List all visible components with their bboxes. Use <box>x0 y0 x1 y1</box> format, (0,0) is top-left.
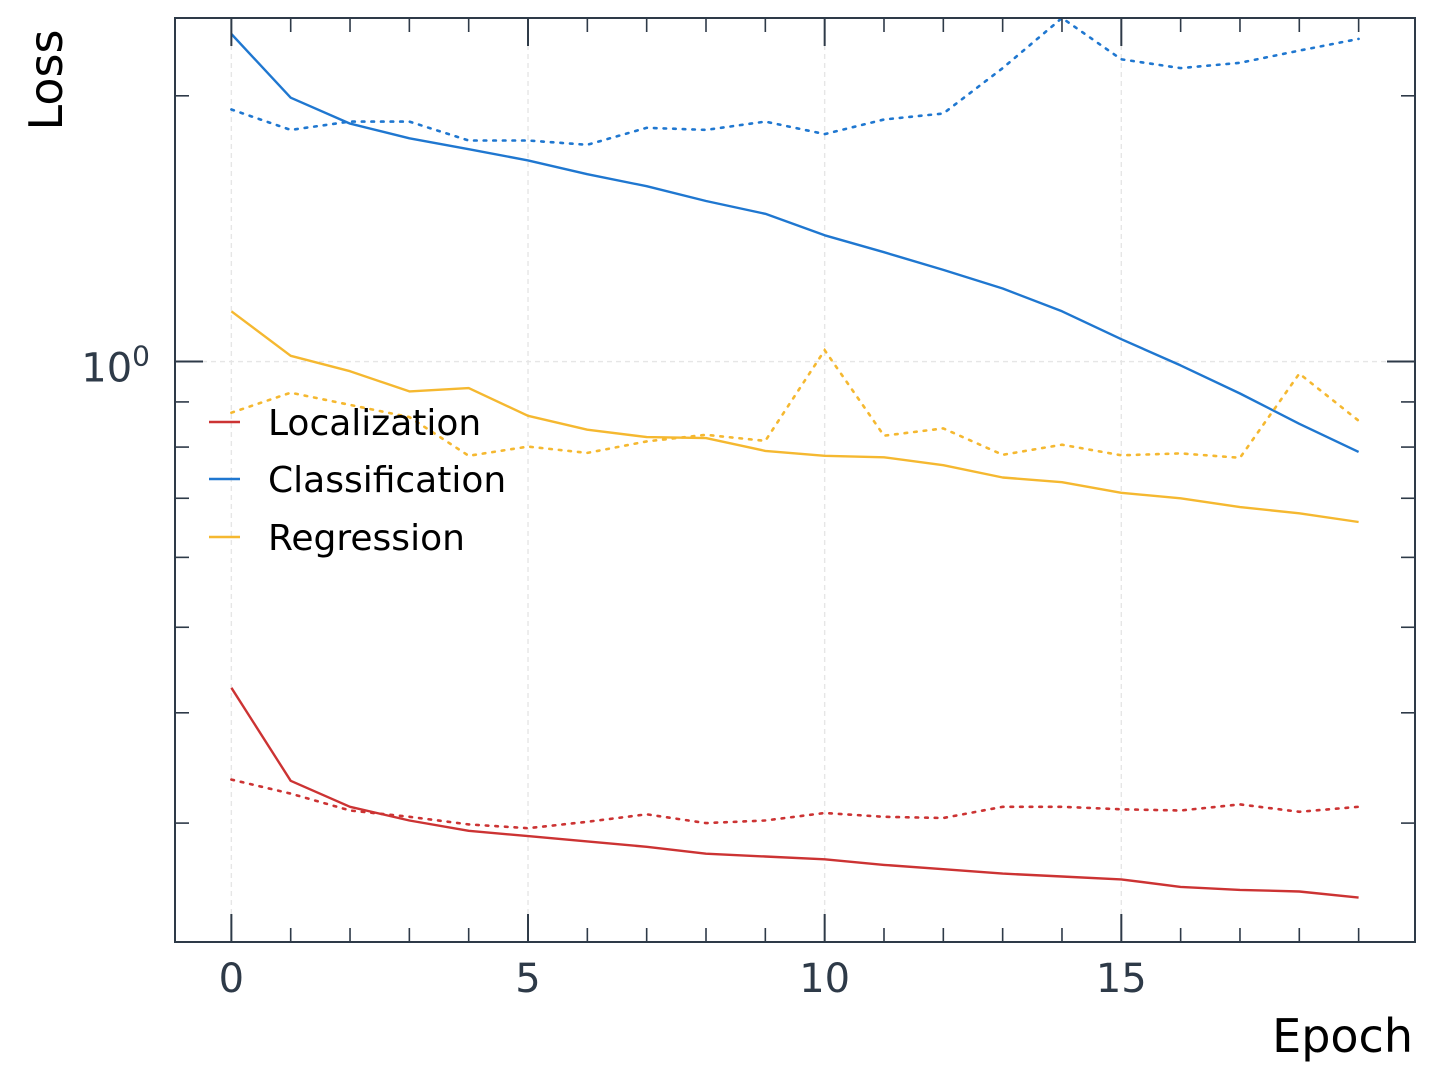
legend: Localization Classification Regression <box>209 403 506 559</box>
legend-label-regression: Regression <box>268 518 465 559</box>
series-line-regression-val <box>230 347 1360 460</box>
axis-ticks: 0 5 10 15 100 <box>81 18 1415 1002</box>
x-tick-label: 10 <box>799 956 850 1002</box>
series-line-regression-train <box>230 310 1359 524</box>
legend-label-localization: Localization <box>268 403 481 444</box>
series-line-classification-train <box>230 33 1360 453</box>
series-line-classification-val <box>230 16 1360 147</box>
y-axis-label: Loss <box>19 30 73 131</box>
x-tick-label: 0 <box>219 956 244 1002</box>
series-line-localization-train <box>230 687 1359 899</box>
x-tick-label: 5 <box>515 956 540 1002</box>
y-tick-label: 100 <box>81 340 150 392</box>
series-line-localization-val <box>230 778 1360 830</box>
series-lines <box>230 16 1360 899</box>
legend-label-classification: Classification <box>268 460 506 501</box>
x-tick-label: 15 <box>1096 956 1147 1002</box>
plot-frame <box>174 17 1416 943</box>
x-axis-label: Epoch <box>1272 1009 1413 1063</box>
